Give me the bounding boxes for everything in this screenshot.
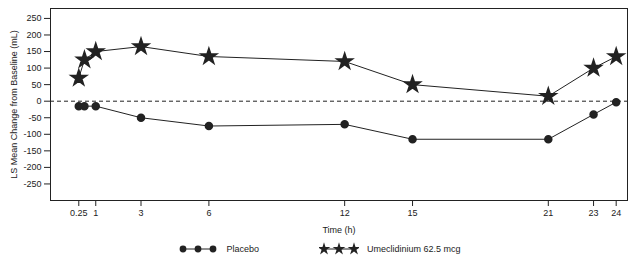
html-text:Umeclidinium 62.5 mcg: Umeclidinium 62.5 mcg [367,244,461,254]
svg-text:23: 23 [589,208,599,218]
svg-text:-100: -100 [23,129,41,139]
svg-text:0: 0 [36,96,41,106]
svg-text:24: 24 [611,208,621,218]
svg-text:21: 21 [543,208,553,218]
html-text:Placebo: Placebo [226,244,259,254]
svg-text:100: 100 [26,63,41,73]
svg-text:0.25: 0.25 [70,208,88,218]
svg-text:-50: -50 [28,113,41,123]
svg-text:50: 50 [31,80,41,90]
svg-text:LS Mean Change from Baseline (: LS Mean Change from Baseline (mL) [9,30,19,179]
svg-text:250: 250 [26,13,41,23]
svg-text:Time (h): Time (h) [322,225,355,235]
svg-text:6: 6 [206,208,211,218]
svg-text:150: 150 [26,46,41,56]
svg-text:3: 3 [139,208,144,218]
svg-text:15: 15 [408,208,418,218]
svg-text:200: 200 [26,30,41,40]
svg-text:1: 1 [93,208,98,218]
svg-text:-250: -250 [23,179,41,189]
svg-text:12: 12 [340,208,350,218]
svg-text:-200: -200 [23,162,41,172]
svg-text:-150: -150 [23,146,41,156]
